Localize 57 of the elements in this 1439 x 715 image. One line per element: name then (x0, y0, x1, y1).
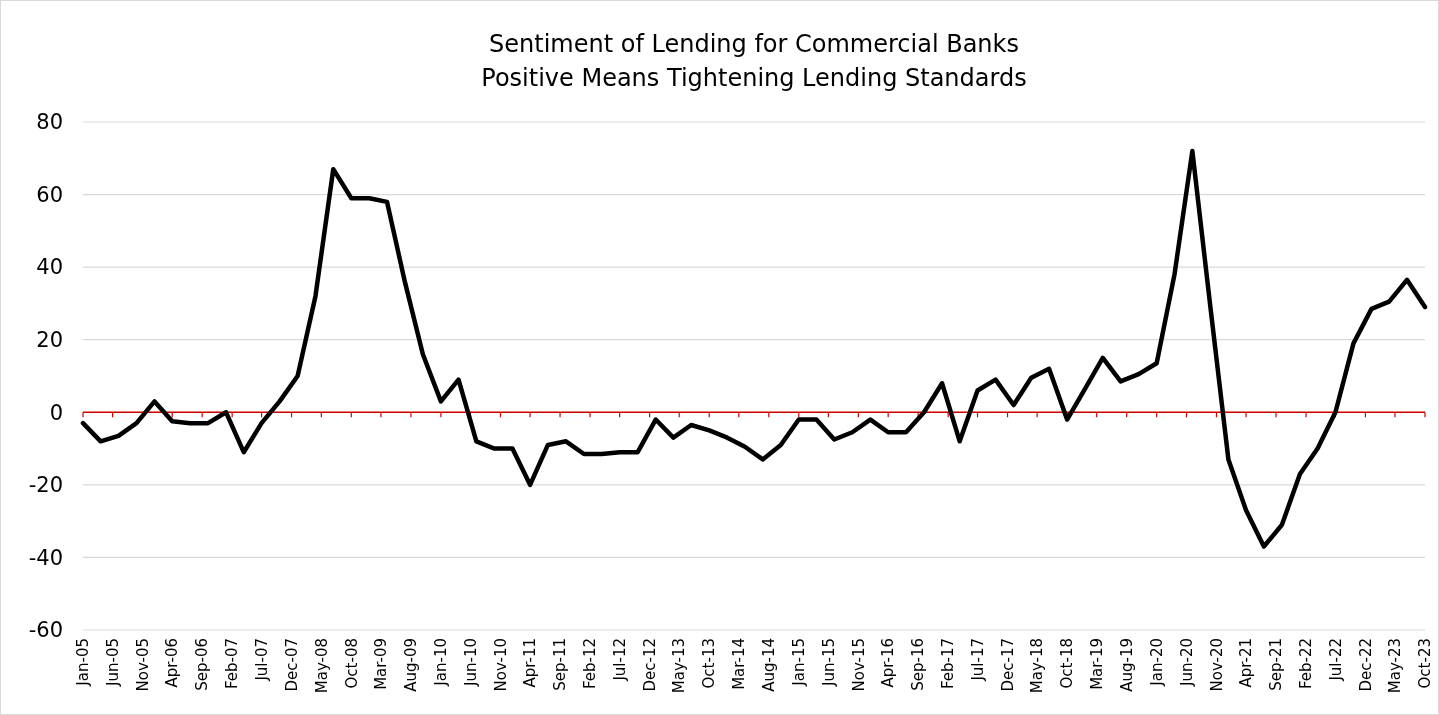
x-tick-label: Jul-12 (610, 638, 629, 682)
x-tick-label: Nov-15 (849, 638, 868, 692)
x-tick-label: Dec-07 (282, 638, 301, 692)
x-tick-label: Jun-20 (1177, 638, 1196, 687)
x-tick-label: Feb-17 (939, 638, 958, 690)
x-tick-label: Sep-21 (1267, 638, 1286, 691)
y-tick-label: 0 (49, 400, 63, 425)
y-tick-label: 40 (36, 255, 63, 280)
x-tick-label: Aug-14 (760, 638, 779, 692)
x-tick-label: Sep-16 (909, 638, 928, 691)
x-tick-label: Apr-06 (163, 638, 182, 688)
x-tick-label: Oct-08 (342, 638, 361, 689)
y-tick-label: 80 (36, 110, 63, 135)
x-tick-label: Sep-11 (551, 638, 570, 691)
x-tick-label: Sep-06 (193, 638, 212, 691)
x-tick-label: Feb-07 (223, 638, 242, 690)
x-tick-label: Jul-22 (1326, 638, 1345, 682)
x-tick-label: Oct-23 (1416, 638, 1435, 689)
line-series (80, 148, 1428, 549)
x-tick-label: Nov-20 (1207, 638, 1226, 692)
x-tick-label: Jan-20 (1147, 638, 1166, 687)
x-tick-label: Jun-05 (103, 638, 122, 687)
x-tick-label: Aug-19 (1117, 638, 1136, 692)
x-tick-label: May-13 (670, 638, 689, 694)
y-tick-label: 60 (36, 182, 63, 207)
x-tick-label: Nov-05 (133, 638, 152, 692)
x-tick-label: May-08 (312, 638, 331, 694)
x-tick-label: Aug-09 (402, 638, 421, 692)
x-tick-label: Oct-18 (1058, 638, 1077, 689)
chart-subtitle: Positive Means Tightening Lending Standards (481, 64, 1027, 92)
x-tick-label: Dec-12 (640, 638, 659, 692)
y-tick-label: -60 (28, 618, 63, 643)
x-tick-label: Jul-17 (968, 638, 987, 682)
x-tick-label: Apr-21 (1237, 638, 1256, 688)
x-tick-label: Feb-22 (1297, 638, 1316, 690)
x-tick-label: Dec-17 (998, 638, 1017, 692)
x-tick-label: Oct-13 (700, 638, 719, 689)
x-tick-label: Feb-12 (581, 638, 600, 690)
x-tick-label: Jan-10 (432, 638, 451, 687)
x-tick-label: Jan-15 (790, 638, 809, 687)
x-tick-label: Apr-11 (521, 638, 540, 688)
chart-title: Sentiment of Lending for Commercial Banks (489, 30, 1019, 58)
x-tick-label: Mar-14 (730, 638, 749, 690)
x-tick-label: Nov-10 (491, 638, 510, 692)
x-tick-label: Jan-05 (74, 638, 93, 687)
y-tick-label: -40 (28, 545, 63, 570)
x-tick-label: Jul-07 (252, 638, 271, 682)
x-tick-label: May-23 (1386, 638, 1405, 694)
x-tick-label: Apr-16 (879, 638, 898, 688)
x-tick-label: Jun-15 (819, 638, 838, 687)
x-tick-label: May-18 (1028, 638, 1047, 694)
y-tick-label: 20 (36, 328, 63, 353)
y-tick-label: -20 (28, 473, 63, 498)
x-tick-label: Jun-10 (461, 638, 480, 687)
x-tick-label: Mar-09 (372, 638, 391, 690)
x-tick-label: Dec-22 (1356, 638, 1375, 692)
x-tick-label: Mar-19 (1087, 638, 1106, 690)
